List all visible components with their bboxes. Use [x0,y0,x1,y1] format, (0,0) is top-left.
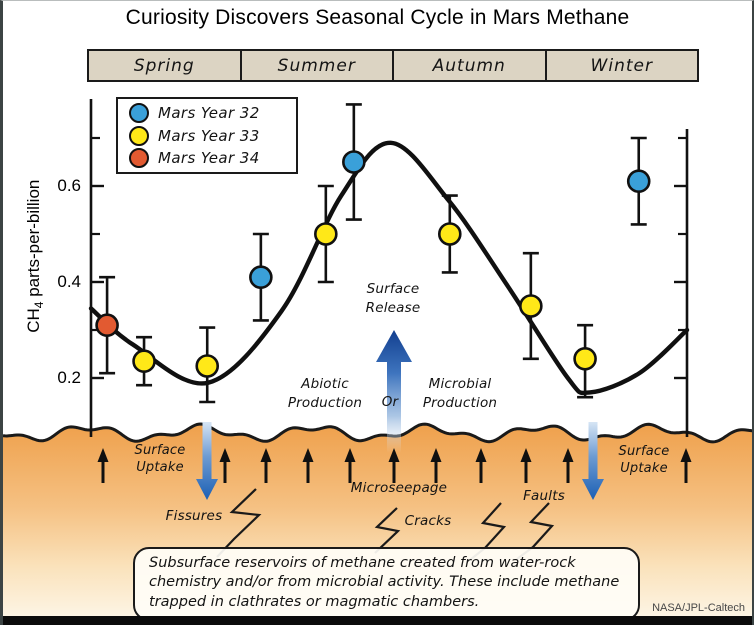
data-points [95,103,651,404]
seep-arrow-icon [388,448,400,462]
y-tick-0.4: 0.4 [57,272,81,291]
legend-item-mars-year-32: Mars Year 32 [118,103,296,124]
surface-uptake-label-left: Surface Uptake [134,443,186,475]
seep-arrow-icon [520,448,532,462]
microseepage-label: Microseepage [350,480,448,496]
reservoir-note: Subsurface reservoirs of methane created… [133,547,640,622]
or-label: Or [381,394,399,410]
mars-year-32-marker-icon [129,103,149,124]
seep-arrow-icon [97,448,109,462]
ground-surface-line [3,422,752,444]
legend: Mars Year 32 Mars Year 33 Mars Year 34 [116,97,298,174]
season-summer: Summer [242,51,394,80]
data-point-mars-year-33 [437,222,462,246]
data-point-mars-year-32 [249,265,273,290]
crack-icon [374,507,401,554]
surface-uptake-arrow-icon [196,422,218,500]
data-point-mars-year-32 [342,150,366,174]
legend-label: Mars Year 32 [158,104,260,123]
data-point-mars-year-33 [519,294,543,318]
data-point-mars-year-34 [95,313,119,338]
seep-arrow-icon [680,448,692,462]
data-point-mars-year-33 [314,222,338,246]
season-autumn: Autumn [394,51,547,80]
legend-item-mars-year-34: Mars Year 34 [118,147,296,168]
data-point-mars-year-33 [132,349,156,374]
flux-arrows [97,330,692,500]
fissures-label: Fissures [165,508,223,524]
season-winter: Winter [590,55,653,76]
legend-item-mars-year-33: Mars Year 33 [118,125,296,146]
data-point-mars-year-33 [573,346,597,371]
seep-arrow-icon [475,448,487,462]
y-axes [89,99,689,437]
season-bar: Spring Summer Autumn Winter [87,49,699,82]
legend-label: Mars Year 33 [158,126,260,145]
faults-label: Faults [523,488,565,504]
mars-year-34-marker-icon [129,147,149,168]
bottom-bar [3,616,752,625]
y-tick-0.6: 0.6 [57,176,81,195]
surface-release-label: Surface Release [365,281,421,316]
season-spring: Spring [89,51,242,80]
crack-icon [216,488,262,558]
credit-text: NASA/JPL-Caltech [652,602,745,614]
seep-arrow-icon [562,448,574,462]
legend-label: Mars Year 34 [158,148,260,167]
y-axis-title: CH4 parts-per-billion [23,179,47,333]
y-tick-0.2: 0.2 [57,368,81,387]
cracks-label: Cracks [404,513,452,529]
seep-arrow-icon [430,448,442,462]
seep-arrow-icon [344,448,356,462]
surface-uptake-label-right: Surface Uptake [618,444,670,476]
seep-arrow-icon [260,448,272,462]
data-point-mars-year-32 [626,169,651,193]
mars-year-33-marker-icon [129,125,149,146]
data-point-mars-year-33 [195,354,220,378]
seep-arrow-icon [302,448,314,462]
microbial-production-label: Microbial Production [422,376,498,411]
seep-arrow-icon [219,448,231,462]
surface-uptake-arrow-icon [582,422,604,500]
page-title: Curiosity Discovers Seasonal Cycle in Ma… [125,6,630,29]
surface-release-arrow-icon [376,330,412,453]
abiotic-production-label: Abiotic Production [287,376,363,411]
